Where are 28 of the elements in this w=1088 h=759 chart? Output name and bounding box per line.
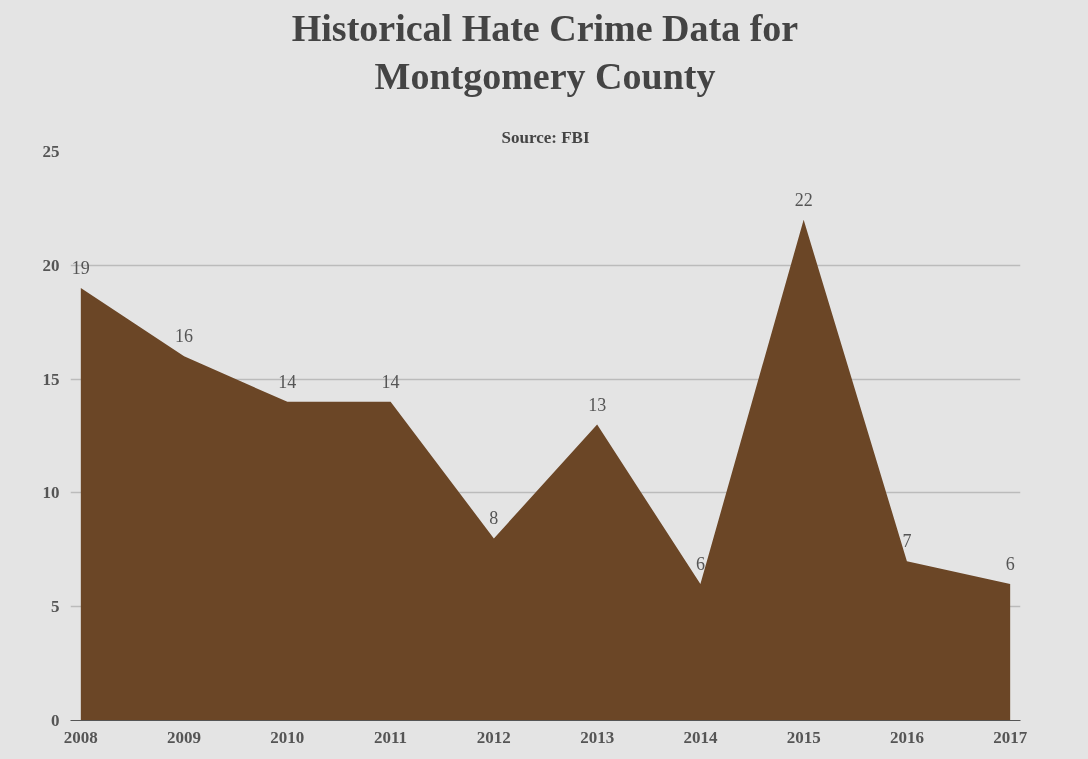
data-label: 6	[695, 553, 705, 574]
data-label: 22	[794, 189, 813, 210]
data-label: 8	[489, 508, 499, 529]
data-label: 13	[588, 394, 607, 415]
y-tick-label: 5	[51, 597, 60, 617]
chart-subtitle: Source: FBI	[501, 127, 590, 147]
x-tick-label: 2011	[374, 727, 408, 747]
chart-title: Historical Hate Crime Data for Montgomery County	[291, 6, 799, 99]
y-tick-label: 20	[42, 255, 60, 275]
x-tick-label: 2012	[476, 727, 511, 747]
data-label: 14	[278, 371, 297, 392]
x-tick-label: 2009	[167, 727, 202, 747]
x-tick-label: 2015	[786, 727, 821, 747]
x-tick-label: 2013	[580, 727, 615, 747]
data-label: 7	[902, 531, 912, 552]
x-tick-label: 2010	[270, 727, 305, 747]
x-tick-label: 2016	[889, 727, 924, 747]
data-label: 14	[381, 371, 400, 392]
x-tick-label: 2008	[63, 727, 98, 747]
x-tick-label: 2017	[993, 727, 1028, 747]
data-label: 19	[71, 258, 90, 279]
y-tick-label: 10	[42, 483, 60, 503]
y-tick-label: 15	[42, 369, 60, 389]
data-label: 16	[175, 326, 194, 347]
y-tick-label: 0	[51, 711, 60, 730]
data-label: 6	[1005, 553, 1015, 574]
x-tick-label: 2014	[683, 727, 718, 747]
y-tick-label: 25	[42, 142, 60, 161]
